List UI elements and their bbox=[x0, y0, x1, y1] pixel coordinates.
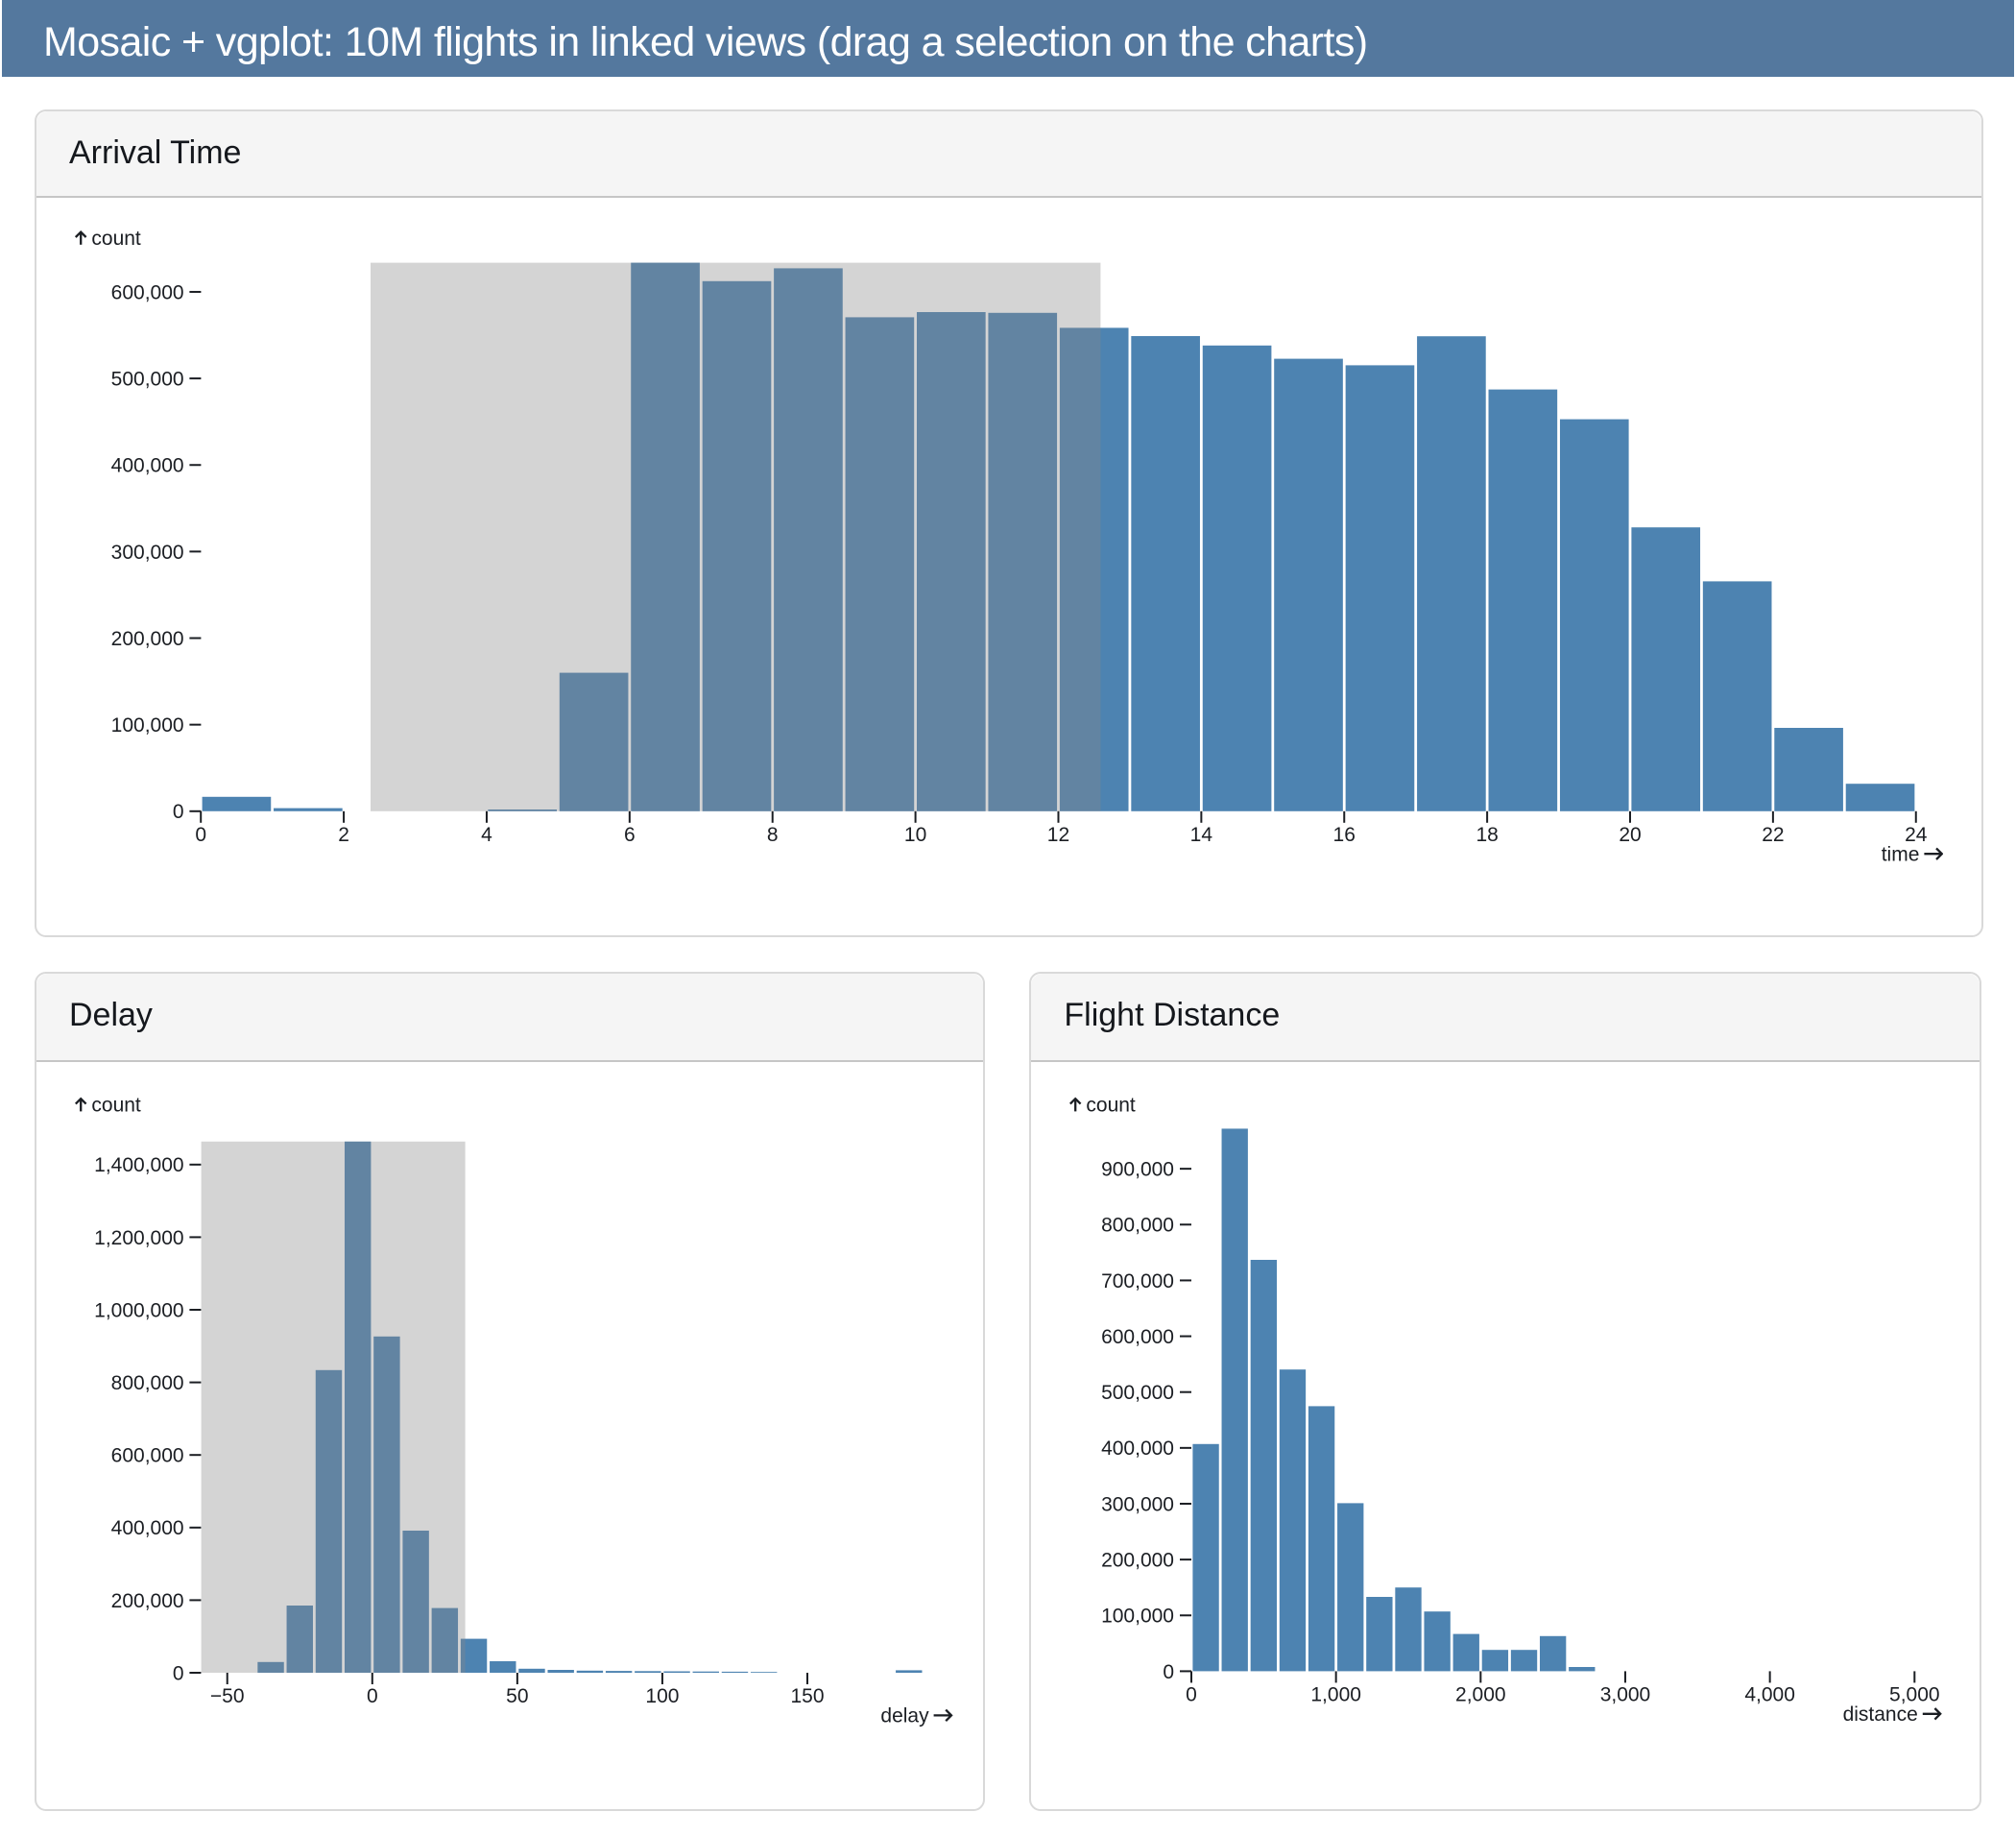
svg-text:8: 8 bbox=[766, 824, 778, 846]
svg-text:100,000: 100,000 bbox=[110, 714, 183, 737]
svg-text:0: 0 bbox=[1163, 1661, 1174, 1683]
svg-text:300,000: 300,000 bbox=[1100, 1493, 1173, 1515]
svg-text:700,000: 700,000 bbox=[1100, 1270, 1173, 1292]
svg-text:count: count bbox=[1086, 1095, 1136, 1117]
svg-text:18: 18 bbox=[1476, 824, 1498, 846]
svg-text:delay: delay bbox=[880, 1705, 929, 1727]
svg-text:50: 50 bbox=[505, 1685, 527, 1707]
svg-text:4: 4 bbox=[480, 824, 492, 846]
svg-text:200,000: 200,000 bbox=[1100, 1550, 1173, 1572]
svg-text:600,000: 600,000 bbox=[1100, 1326, 1173, 1348]
svg-text:1,400,000: 1,400,000 bbox=[93, 1154, 182, 1176]
svg-text:200,000: 200,000 bbox=[110, 628, 183, 650]
svg-text:500,000: 500,000 bbox=[110, 369, 183, 391]
svg-text:12: 12 bbox=[1046, 824, 1068, 846]
svg-text:300,000: 300,000 bbox=[110, 542, 183, 564]
svg-text:900,000: 900,000 bbox=[1100, 1159, 1173, 1181]
svg-text:800,000: 800,000 bbox=[1100, 1215, 1173, 1237]
svg-text:2,000: 2,000 bbox=[1454, 1683, 1505, 1705]
svg-text:100,000: 100,000 bbox=[1100, 1606, 1173, 1628]
svg-text:400,000: 400,000 bbox=[110, 455, 183, 477]
svg-text:24: 24 bbox=[1904, 824, 1927, 846]
svg-text:1,200,000: 1,200,000 bbox=[93, 1227, 182, 1249]
svg-text:count: count bbox=[91, 228, 141, 250]
svg-text:400,000: 400,000 bbox=[110, 1517, 183, 1539]
svg-text:1,000: 1,000 bbox=[1310, 1683, 1361, 1705]
svg-text:600,000: 600,000 bbox=[110, 281, 183, 303]
svg-text:0: 0 bbox=[172, 1662, 183, 1684]
svg-text:10: 10 bbox=[903, 824, 925, 846]
svg-text:2: 2 bbox=[337, 824, 348, 846]
svg-text:0: 0 bbox=[195, 824, 206, 846]
svg-text:5,000: 5,000 bbox=[1888, 1683, 1939, 1705]
svg-text:500,000: 500,000 bbox=[1100, 1382, 1173, 1404]
svg-text:1,000,000: 1,000,000 bbox=[93, 1299, 182, 1321]
svg-text:3,000: 3,000 bbox=[1599, 1683, 1650, 1705]
svg-text:150: 150 bbox=[790, 1685, 824, 1707]
svg-text:600,000: 600,000 bbox=[110, 1445, 183, 1467]
svg-text:200,000: 200,000 bbox=[110, 1590, 183, 1612]
svg-text:count: count bbox=[91, 1095, 141, 1117]
svg-text:20: 20 bbox=[1619, 824, 1641, 846]
svg-text:400,000: 400,000 bbox=[1100, 1437, 1173, 1460]
svg-text:0: 0 bbox=[366, 1685, 377, 1707]
svg-text:distance: distance bbox=[1842, 1703, 1917, 1726]
svg-text:16: 16 bbox=[1332, 824, 1355, 846]
svg-text:4,000: 4,000 bbox=[1744, 1683, 1795, 1705]
svg-text:22: 22 bbox=[1761, 824, 1783, 846]
svg-text:−50: −50 bbox=[209, 1685, 244, 1707]
svg-text:time: time bbox=[1881, 843, 1919, 865]
svg-text:14: 14 bbox=[1189, 824, 1212, 846]
svg-text:0: 0 bbox=[1186, 1683, 1197, 1705]
svg-text:6: 6 bbox=[623, 824, 635, 846]
svg-text:800,000: 800,000 bbox=[110, 1372, 183, 1394]
svg-text:0: 0 bbox=[172, 801, 183, 823]
svg-text:100: 100 bbox=[645, 1685, 679, 1707]
